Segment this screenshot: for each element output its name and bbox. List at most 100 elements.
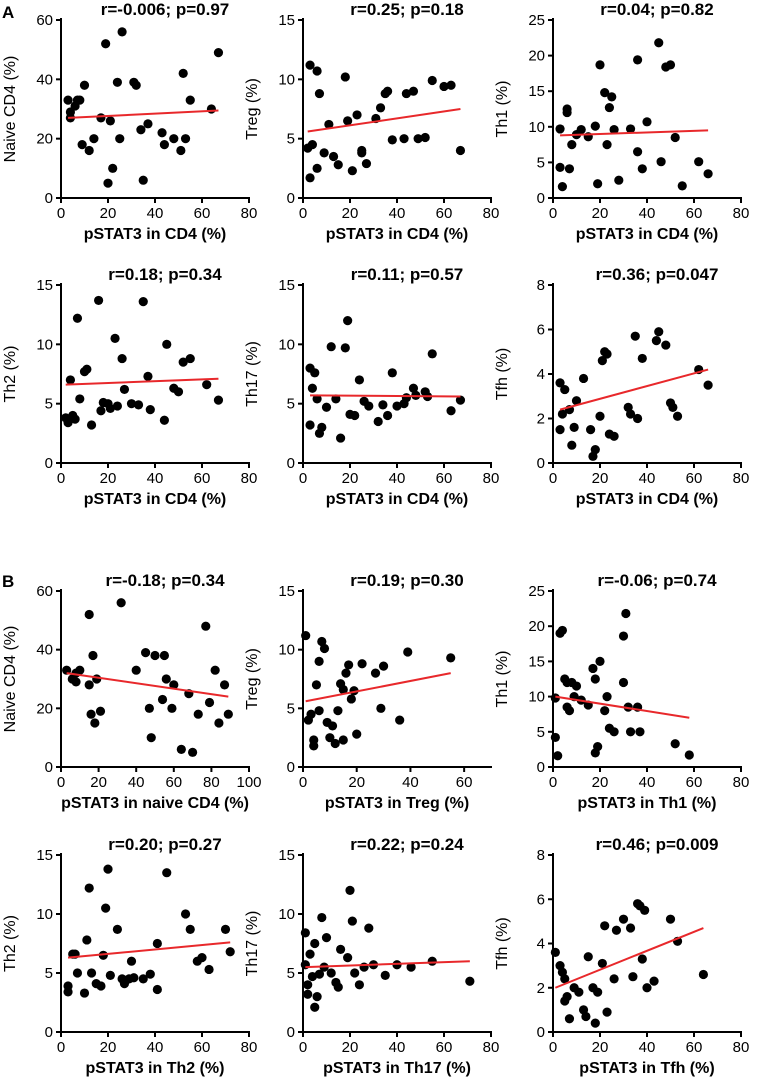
data-point: [178, 357, 188, 367]
regression-line: [305, 672, 451, 703]
data-point: [618, 914, 629, 924]
data-point: [562, 107, 572, 118]
data-point: [401, 393, 411, 403]
data-point: [635, 727, 645, 737]
x-axis-label: pSTAT3 in Tfh (%): [579, 1060, 714, 1077]
correlation-stat: r=0.19; p=0.30: [350, 571, 463, 590]
data-point: [446, 653, 456, 663]
x-tick-label: 0: [549, 470, 557, 487]
data-point: [82, 364, 92, 374]
x-tick-label: 60: [436, 470, 453, 487]
regression-line: [310, 394, 461, 398]
data-point: [86, 420, 97, 430]
data-point: [310, 1002, 320, 1012]
data-point: [555, 124, 565, 134]
correlation-stat: r=0.36; p=0.047: [596, 265, 719, 284]
data-point: [193, 709, 203, 719]
x-axis-label: pSTAT3 in Treg (%): [325, 795, 469, 812]
data-point: [305, 949, 315, 959]
data-point: [392, 401, 402, 411]
y-tick-label: 4: [537, 936, 545, 953]
data-point: [108, 163, 118, 173]
x-tick-label: 60: [686, 774, 703, 791]
data-point: [550, 693, 560, 703]
data-point: [225, 947, 235, 957]
data-point: [161, 674, 171, 684]
data-point: [361, 158, 372, 169]
data-point: [698, 969, 709, 980]
data-point: [588, 663, 598, 674]
x-tick-label: 20: [592, 1039, 609, 1056]
y-tick-label: 4: [537, 366, 545, 383]
data-point: [633, 413, 643, 424]
x-tick-label: 40: [639, 205, 656, 222]
data-point: [672, 411, 683, 421]
y-tick-label: 0: [287, 190, 295, 207]
x-tick-label: 80: [733, 774, 750, 791]
x-axis-label: pSTAT3 in CD4 (%): [326, 491, 469, 508]
data-point: [86, 709, 96, 719]
data-point: [625, 124, 636, 134]
data-point: [586, 425, 596, 435]
y-tick-label: 0: [45, 455, 53, 472]
data-point: [576, 125, 586, 135]
x-tick-label: 20: [100, 1039, 117, 1056]
x-tick-label: 80: [203, 774, 220, 791]
data-point: [557, 182, 568, 192]
data-point: [303, 980, 313, 990]
data-point: [317, 422, 327, 432]
x-tick-label: 80: [241, 1039, 258, 1056]
data-point: [427, 75, 437, 86]
data-point: [465, 976, 475, 986]
x-tick-label: 40: [389, 1039, 406, 1056]
y-tick-label: 15: [36, 277, 53, 294]
panel-label-a: A: [2, 3, 14, 22]
data-point: [112, 924, 122, 934]
y-tick-label: 10: [528, 689, 545, 706]
x-tick-label: 60: [686, 470, 703, 487]
data-point: [126, 956, 137, 966]
data-point: [173, 387, 184, 397]
y-tick-label: 15: [528, 83, 545, 100]
data-point: [401, 88, 411, 99]
data-point: [602, 140, 612, 150]
scatter-plot-b3: 0 20 40 60 80 0 5 10 15 20 25 pSTAT3 in Th1 (%) Th1 …: [494, 571, 749, 812]
data-point: [677, 181, 687, 191]
y-tick-label: 10: [278, 642, 295, 659]
x-tick-label: 20: [348, 774, 365, 791]
x-tick-label: 0: [299, 205, 307, 222]
data-point: [637, 164, 647, 174]
x-axis-label: pSTAT3 in CD4 (%): [84, 491, 227, 508]
data-point: [63, 95, 73, 105]
data-point: [345, 885, 355, 896]
data-point: [75, 394, 85, 404]
data-point: [152, 984, 162, 995]
data-point: [609, 727, 619, 737]
scatter-plot-a3: 0 20 40 60 80 0 5 10 15 20 25 pSTAT3 in CD4 (%) Th1 …: [494, 0, 749, 243]
y-tick-label: 15: [278, 12, 295, 29]
data-point: [338, 684, 348, 695]
data-point: [79, 80, 90, 90]
data-point: [670, 739, 680, 749]
data-point: [105, 116, 115, 126]
data-point: [159, 140, 169, 150]
data-point: [347, 166, 357, 176]
data-point: [312, 992, 322, 1002]
regression-line: [66, 672, 229, 698]
y-tick-label: 6: [537, 322, 545, 339]
scatter-plot-a4: 0 20 40 60 80 0 5 10 15 pSTAT3 in CD4 (%) Th2 (%) r…: [2, 265, 257, 508]
regression-line: [560, 129, 709, 137]
y-axis-label: Naive CD4 (%): [2, 626, 19, 733]
data-point: [204, 964, 214, 975]
data-point: [324, 119, 334, 130]
data-point: [455, 145, 466, 156]
data-point: [305, 173, 315, 183]
x-tick-label: 40: [147, 205, 164, 222]
y-tick-label: 0: [287, 759, 295, 776]
data-point: [101, 39, 111, 49]
data-point: [133, 400, 144, 410]
data-point: [642, 983, 652, 993]
y-tick-label: 40: [36, 71, 53, 88]
data-point: [703, 169, 713, 179]
data-point: [383, 86, 393, 96]
